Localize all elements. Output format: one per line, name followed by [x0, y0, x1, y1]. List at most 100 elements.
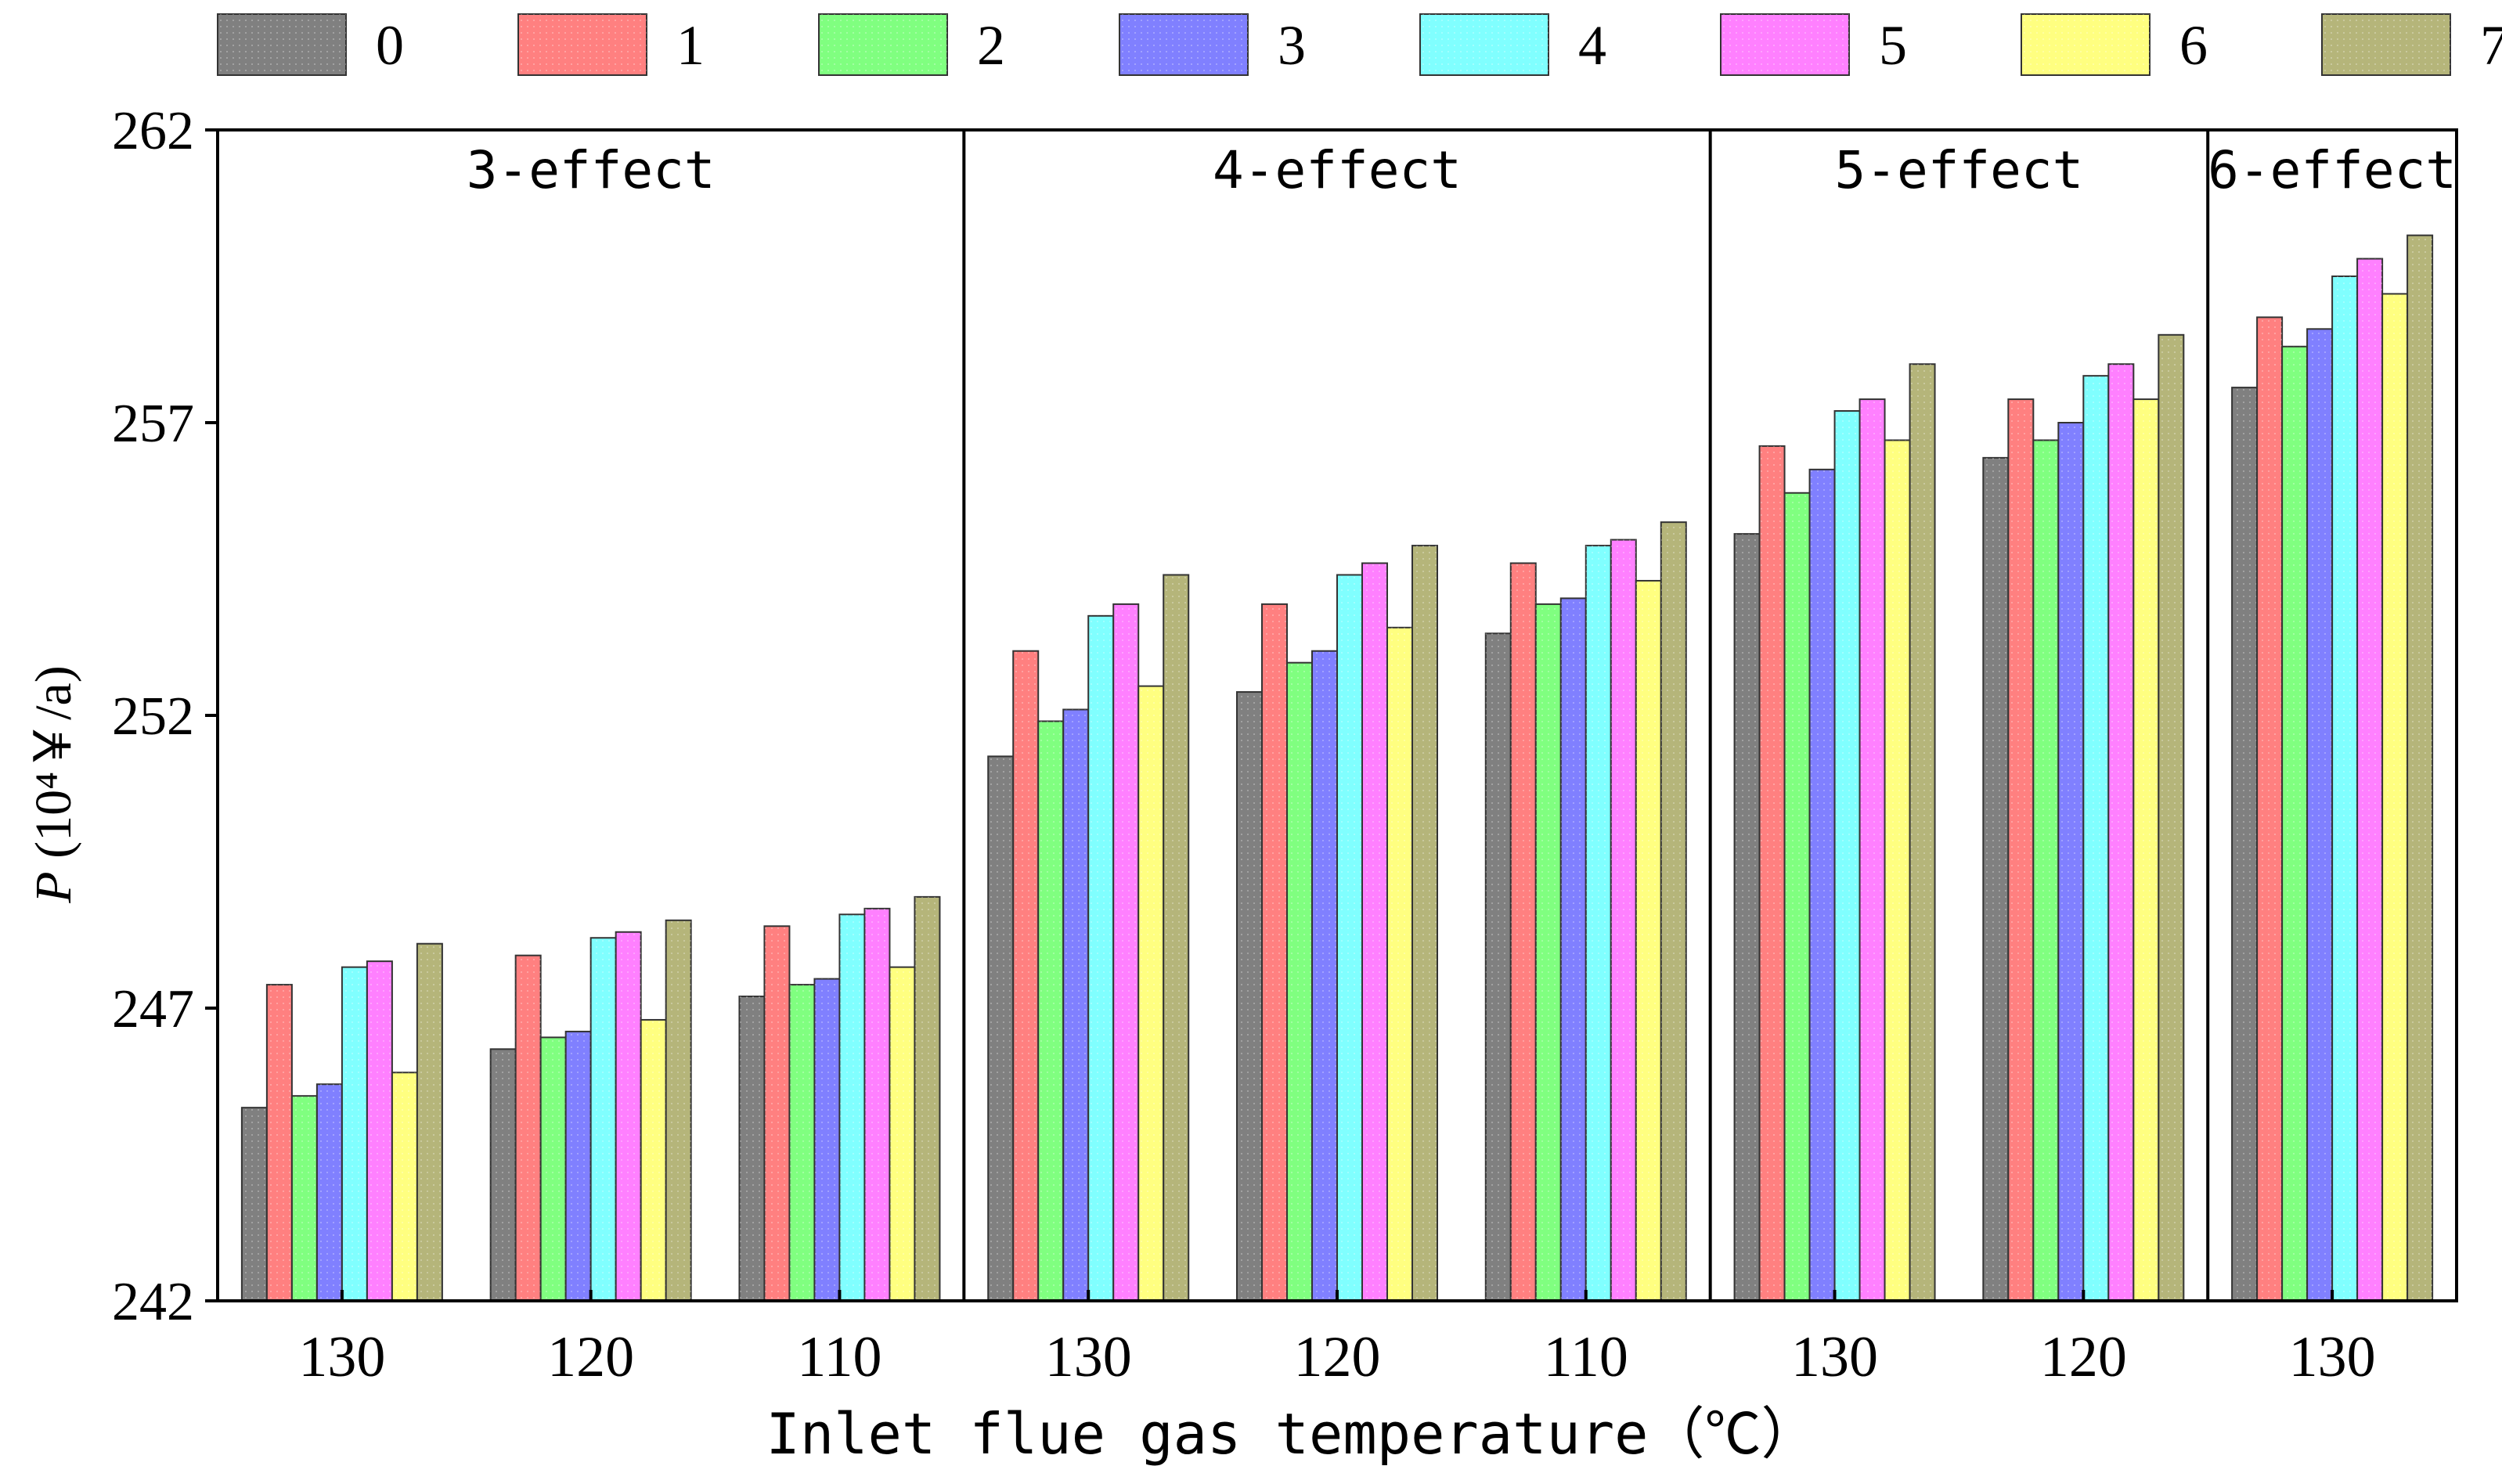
- bar-texture-s5-c7: [2108, 364, 2134, 1302]
- legend-swatch-texture-3: [1119, 14, 1248, 75]
- legend-label-5: 5: [1879, 14, 1907, 77]
- group-label: 4-effect: [1213, 140, 1462, 200]
- legend-label-2: 2: [977, 14, 1005, 77]
- bar-texture-s5-c1: [615, 931, 641, 1301]
- bar-texture-s2-c8: [2282, 346, 2308, 1301]
- axes: 242 247 252 257 262 130 120 110 130 120 110 130 120 1…: [112, 101, 2376, 1389]
- bar-texture-s4-c2: [839, 914, 865, 1301]
- bar-texture-s0-c1: [490, 1049, 516, 1301]
- x-tick-label: 120: [1294, 1325, 1381, 1389]
- group-label: 3-effect: [467, 140, 716, 200]
- bars: [240, 234, 2434, 1302]
- bar-texture-s4-c3: [1088, 615, 1114, 1301]
- x-tick-label: 110: [797, 1325, 881, 1389]
- bar-texture-s1-c8: [2257, 317, 2283, 1301]
- y-axis-title-symbol: P: [25, 871, 82, 903]
- x-axis-title: Inlet flue gas temperature（℃）: [766, 1401, 1817, 1467]
- x-tick-label: 120: [547, 1325, 634, 1389]
- bar-texture-s0-c7: [1983, 457, 2009, 1301]
- bar-texture-s5-c8: [2357, 258, 2383, 1301]
- bar-texture-s5-c4: [1362, 563, 1387, 1301]
- bar-texture-s4-c7: [2083, 376, 2109, 1301]
- legend-label-6: 6: [2179, 14, 2208, 77]
- bar-texture-s5-c3: [1113, 603, 1139, 1301]
- bar-texture-s1-c5: [1510, 563, 1536, 1301]
- bar-texture-s6-c5: [1635, 580, 1661, 1301]
- legend-swatch-texture-5: [1721, 14, 1849, 75]
- bar-texture-s7-c8: [2407, 235, 2433, 1301]
- bar-texture-s3-c4: [1312, 650, 1337, 1301]
- bar-texture-s6-c1: [640, 1019, 666, 1301]
- x-tick-label: 110: [1544, 1325, 1628, 1389]
- bar-texture-s4-c6: [1834, 411, 1860, 1301]
- bar-texture-s3-c6: [1809, 469, 1835, 1301]
- bar-texture-s5-c2: [864, 908, 890, 1301]
- bar-texture-s4-c8: [2332, 276, 2358, 1301]
- bar-texture-s5-c5: [1610, 539, 1636, 1301]
- bar-texture-s7-c5: [1660, 522, 1686, 1301]
- legend-swatch-texture-4: [1420, 14, 1548, 75]
- bar-texture-s2-c0: [291, 1096, 317, 1301]
- bar-texture-s6-c4: [1387, 627, 1412, 1301]
- bar-texture-s2-c3: [1038, 721, 1064, 1301]
- bar-texture-s0-c3: [988, 756, 1014, 1301]
- bar-texture-s6-c0: [391, 1072, 417, 1301]
- bar-texture-s7-c4: [1412, 546, 1437, 1301]
- bar-texture-s1-c4: [1262, 603, 1287, 1301]
- legend-swatch-texture-2: [819, 14, 947, 75]
- bar-texture-s1-c1: [515, 955, 541, 1301]
- legend-swatch-texture-7: [2322, 14, 2450, 75]
- group-label: 6-effect: [2208, 140, 2457, 200]
- bar-texture-s7-c0: [416, 943, 442, 1301]
- bar-texture-s3-c3: [1063, 709, 1089, 1301]
- bar-texture-s5-c0: [366, 961, 392, 1301]
- bar-texture-s3-c5: [1560, 598, 1586, 1301]
- bar-texture-s1-c7: [2008, 399, 2034, 1302]
- bar-texture-s2-c7: [2033, 440, 2059, 1302]
- y-tick-label: 257: [112, 394, 194, 454]
- bar-texture-s3-c2: [814, 978, 840, 1301]
- bar-texture-s3-c1: [565, 1031, 591, 1301]
- legend-label-4: 4: [1578, 14, 1606, 77]
- legend-label-0: 0: [376, 14, 404, 77]
- bar-texture-s7-c3: [1163, 575, 1189, 1301]
- bar-texture-s0-c6: [1734, 534, 1760, 1301]
- bar-texture-s3-c8: [2307, 329, 2333, 1301]
- bar-texture-s5-c6: [1859, 399, 1885, 1302]
- bar-texture-s4-c0: [341, 967, 367, 1301]
- bar-texture-s7-c1: [665, 920, 691, 1301]
- legend-label-1: 1: [676, 14, 705, 77]
- bar-texture-s6-c7: [2133, 399, 2159, 1302]
- bar-texture-s0-c2: [739, 996, 765, 1301]
- legend-label-7: 7: [2480, 14, 2502, 77]
- y-tick-label: 252: [112, 686, 194, 747]
- bar-texture-s0-c0: [241, 1108, 267, 1301]
- legend-swatch-texture-0: [218, 14, 346, 75]
- bar-texture-s2-c1: [540, 1037, 566, 1301]
- bar-texture-s6-c8: [2382, 294, 2408, 1302]
- bar-texture-s6-c2: [889, 967, 915, 1301]
- bar-texture-s1-c2: [764, 926, 790, 1301]
- legend-swatch-texture-1: [518, 14, 647, 75]
- bar-texture-s1-c0: [266, 985, 292, 1301]
- bar-texture-s2-c4: [1287, 662, 1312, 1301]
- bar-texture-s7-c2: [914, 896, 940, 1301]
- y-tick-label: 247: [112, 979, 194, 1039]
- y-tick-label: 262: [112, 101, 194, 161]
- bar-texture-s0-c5: [1485, 633, 1511, 1301]
- x-tick-label: 130: [298, 1325, 385, 1389]
- legend: 0 1 2 3 4 5 6 7: [217, 13, 2502, 77]
- bar-texture-s6-c6: [1884, 440, 1910, 1302]
- bar-texture-s1-c3: [1013, 650, 1039, 1301]
- group-label: 5-effect: [1834, 140, 2083, 200]
- bar-texture-s2-c2: [789, 985, 815, 1301]
- legend-swatch-texture-6: [2021, 14, 2150, 75]
- bar-texture-s2-c5: [1535, 603, 1561, 1301]
- bar-texture-s2-c6: [1784, 492, 1810, 1301]
- bar-texture-s4-c5: [1585, 546, 1611, 1301]
- plot-frame: 3-effect 4-effect 5-effect 6-effect: [216, 128, 2458, 1302]
- bar-texture-s3-c0: [316, 1084, 342, 1301]
- bar-texture-s6-c3: [1138, 686, 1164, 1301]
- bar-texture-s7-c7: [2158, 334, 2184, 1301]
